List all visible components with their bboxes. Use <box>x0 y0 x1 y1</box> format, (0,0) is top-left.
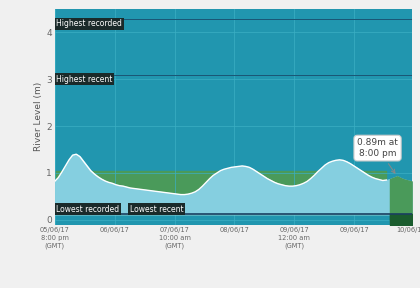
Text: Lowest recorded: Lowest recorded <box>56 205 120 214</box>
Text: 0.89m at
8:00 pm: 0.89m at 8:00 pm <box>357 139 398 173</box>
Text: Lowest recent: Lowest recent <box>129 205 183 214</box>
Text: Highest recorded: Highest recorded <box>56 20 122 29</box>
Y-axis label: River Level (m): River Level (m) <box>34 82 43 151</box>
Text: Highest recent: Highest recent <box>56 75 113 84</box>
